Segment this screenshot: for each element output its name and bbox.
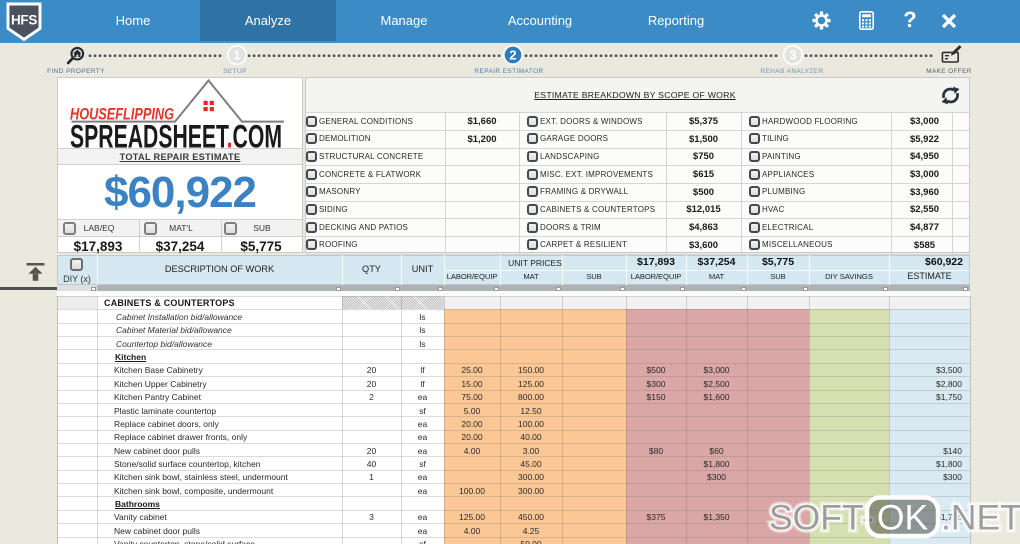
svg-text:1: 1 — [233, 47, 240, 62]
svg-text:SOFT-: SOFT- — [769, 498, 874, 538]
svg-text:.NET: .NET — [941, 498, 1020, 538]
svg-text:OK: OK — [877, 498, 929, 538]
svg-text:.NET: .NET — [941, 498, 1020, 538]
svg-text:HFS: HFS — [11, 13, 37, 28]
svg-text:2: 2 — [509, 47, 516, 62]
svg-text:HOUSEFLIPPING: HOUSEFLIPPING — [70, 105, 174, 124]
svg-text:SOFT-: SOFT- — [769, 498, 874, 538]
svg-text:SPREADSHEET.COM: SPREADSHEET.COM — [70, 119, 282, 149]
svg-text:3: 3 — [789, 47, 796, 62]
